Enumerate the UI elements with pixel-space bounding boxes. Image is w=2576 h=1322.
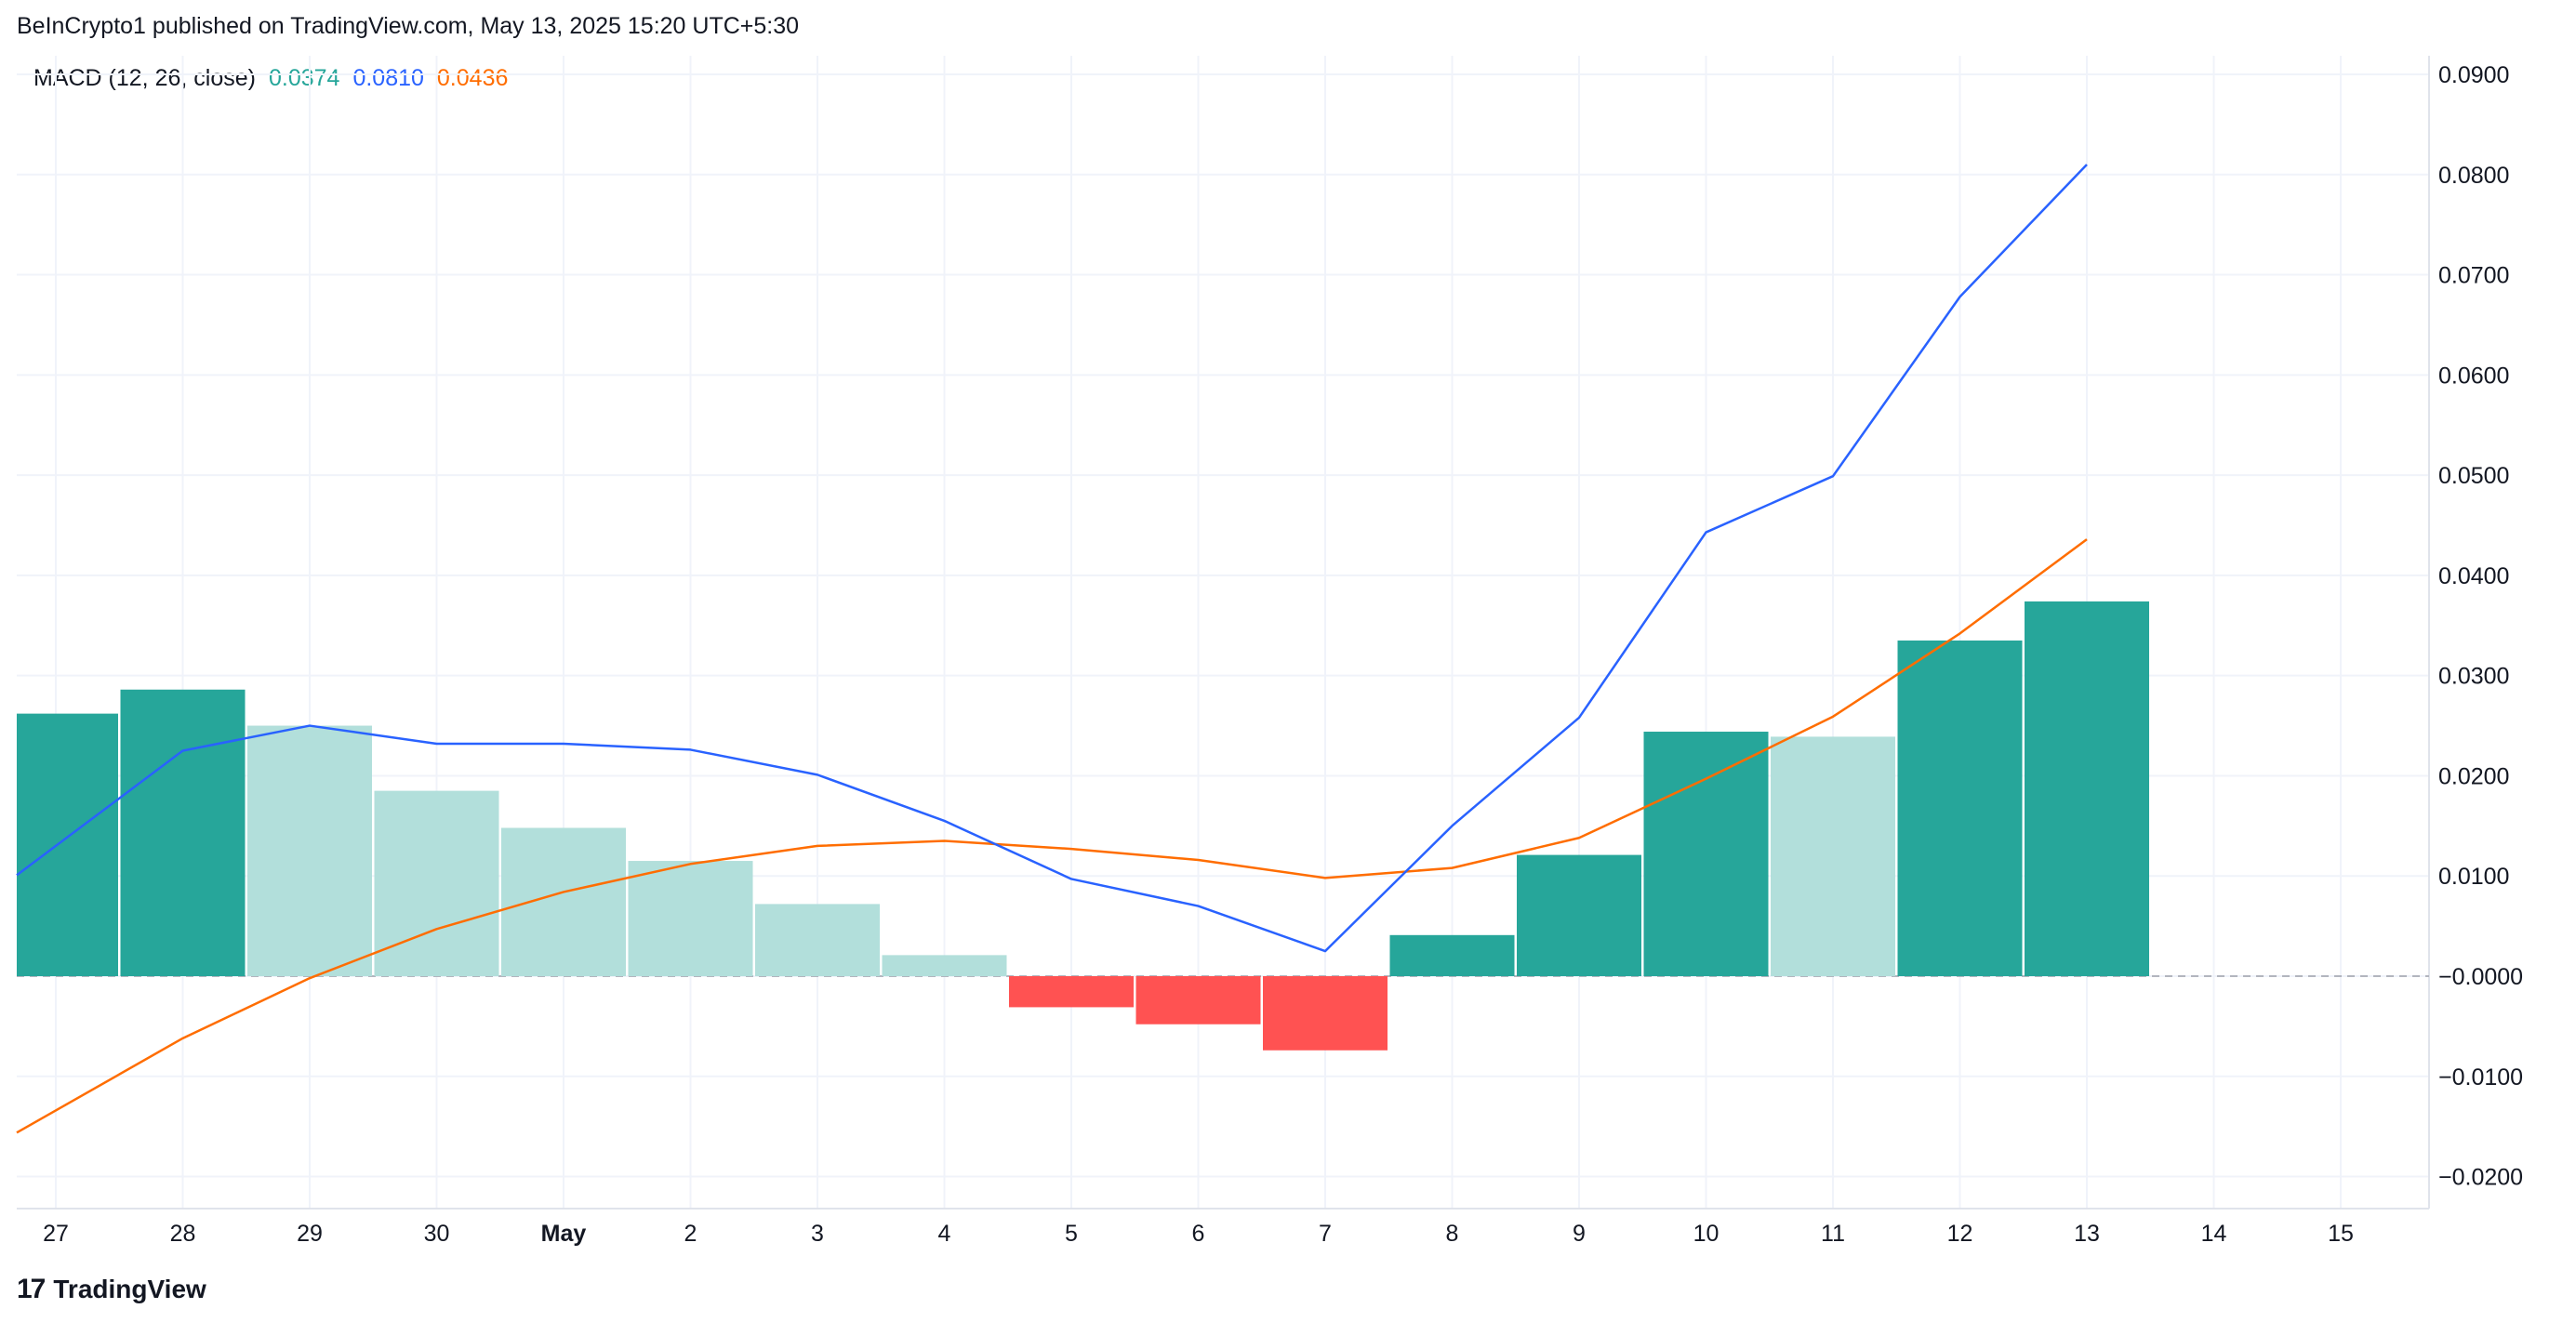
macd-value: 0.0810 (352, 65, 424, 91)
histogram-bar (17, 713, 118, 976)
x-tick-label: 3 (811, 1221, 824, 1247)
y-tick-label: −0.0200 (2438, 1165, 2523, 1191)
y-tick-label: 0.0300 (2438, 664, 2509, 690)
histogram-bar (1135, 976, 1261, 1025)
histogram-bar (120, 689, 246, 976)
y-tick-label: 0.0800 (2438, 163, 2509, 189)
x-tick-label: 28 (170, 1221, 196, 1247)
x-tick-label: 8 (1446, 1221, 1459, 1247)
x-axis[interactable]: 27 28 29 30 May 2 3 4 5 6 7 8 9 10 11 12 13 14 15 (43, 1221, 2354, 1247)
x-tick-label: 30 (424, 1221, 450, 1247)
y-tick-label: 0.0200 (2438, 763, 2509, 789)
indicator-lines (16, 164, 2088, 1134)
x-tick-label: May (541, 1221, 587, 1247)
x-tick-label: 5 (1065, 1221, 1078, 1247)
histogram-bar (755, 904, 880, 976)
histogram-bar (247, 725, 372, 976)
x-tick-label: 4 (938, 1221, 951, 1247)
y-tick-label: −0.0000 (2438, 964, 2523, 990)
histogram-bar (1771, 736, 1895, 976)
histogram-bar (2025, 601, 2149, 976)
histogram-bar (1263, 976, 1388, 1051)
histogram-bar (1643, 732, 1769, 976)
x-tick-label: 27 (43, 1221, 69, 1247)
y-tick-label: −0.0100 (2438, 1064, 2523, 1091)
x-tick-label: 2 (684, 1221, 697, 1247)
tradingview-logo[interactable]: 17 TradingView (17, 1274, 206, 1305)
y-tick-label: 0.0700 (2438, 263, 2509, 289)
indicator-legend[interactable]: MACD (12, 26, close) 0.0374 0.0810 0.0436 (33, 65, 521, 92)
y-tick-label: 0.0500 (2438, 463, 2509, 489)
x-tick-label: 10 (1693, 1221, 1720, 1247)
indicator-name: MACD (12, 26, close) (33, 65, 256, 91)
x-tick-label: 15 (2328, 1221, 2354, 1247)
y-tick-label: 0.0900 (2438, 62, 2509, 88)
signal-line (16, 538, 2088, 1134)
y-tick-label: 0.0400 (2438, 563, 2509, 589)
histogram-bar (1389, 934, 1515, 976)
x-tick-label: 12 (1947, 1221, 1973, 1247)
signal-value: 0.0436 (436, 65, 509, 91)
x-tick-label: 11 (1821, 1221, 1845, 1247)
y-tick-label: 0.0100 (2438, 864, 2509, 890)
tradingview-logo-icon: 17 (17, 1274, 46, 1304)
histogram-bar (1897, 640, 2023, 976)
histogram-bar (1517, 854, 1641, 976)
x-tick-label: 14 (2201, 1221, 2227, 1247)
published-header: BeInCrypto1 published on TradingView.com… (17, 13, 800, 39)
histogram-bar (882, 955, 1007, 976)
x-tick-label: 9 (1573, 1221, 1586, 1247)
histogram-bar (501, 827, 626, 976)
y-tick-label: 0.0600 (2438, 363, 2509, 389)
histogram-bars (17, 601, 2149, 1051)
histogram-bar (1009, 976, 1134, 1008)
histogram-bar (374, 790, 499, 976)
x-tick-label: 6 (1192, 1221, 1205, 1247)
histogram-value: 0.0374 (268, 65, 340, 91)
x-tick-label: 7 (1319, 1221, 1332, 1247)
tradingview-logo-text: TradingView (53, 1275, 206, 1303)
x-tick-label: 29 (297, 1221, 323, 1247)
x-tick-label: 13 (2074, 1221, 2100, 1247)
histogram-bar (628, 861, 753, 976)
macd-line (16, 164, 2088, 953)
y-axis[interactable]: 0.0900 0.0800 0.0700 0.0600 0.0500 0.0400 0.03… (2438, 62, 2523, 1191)
